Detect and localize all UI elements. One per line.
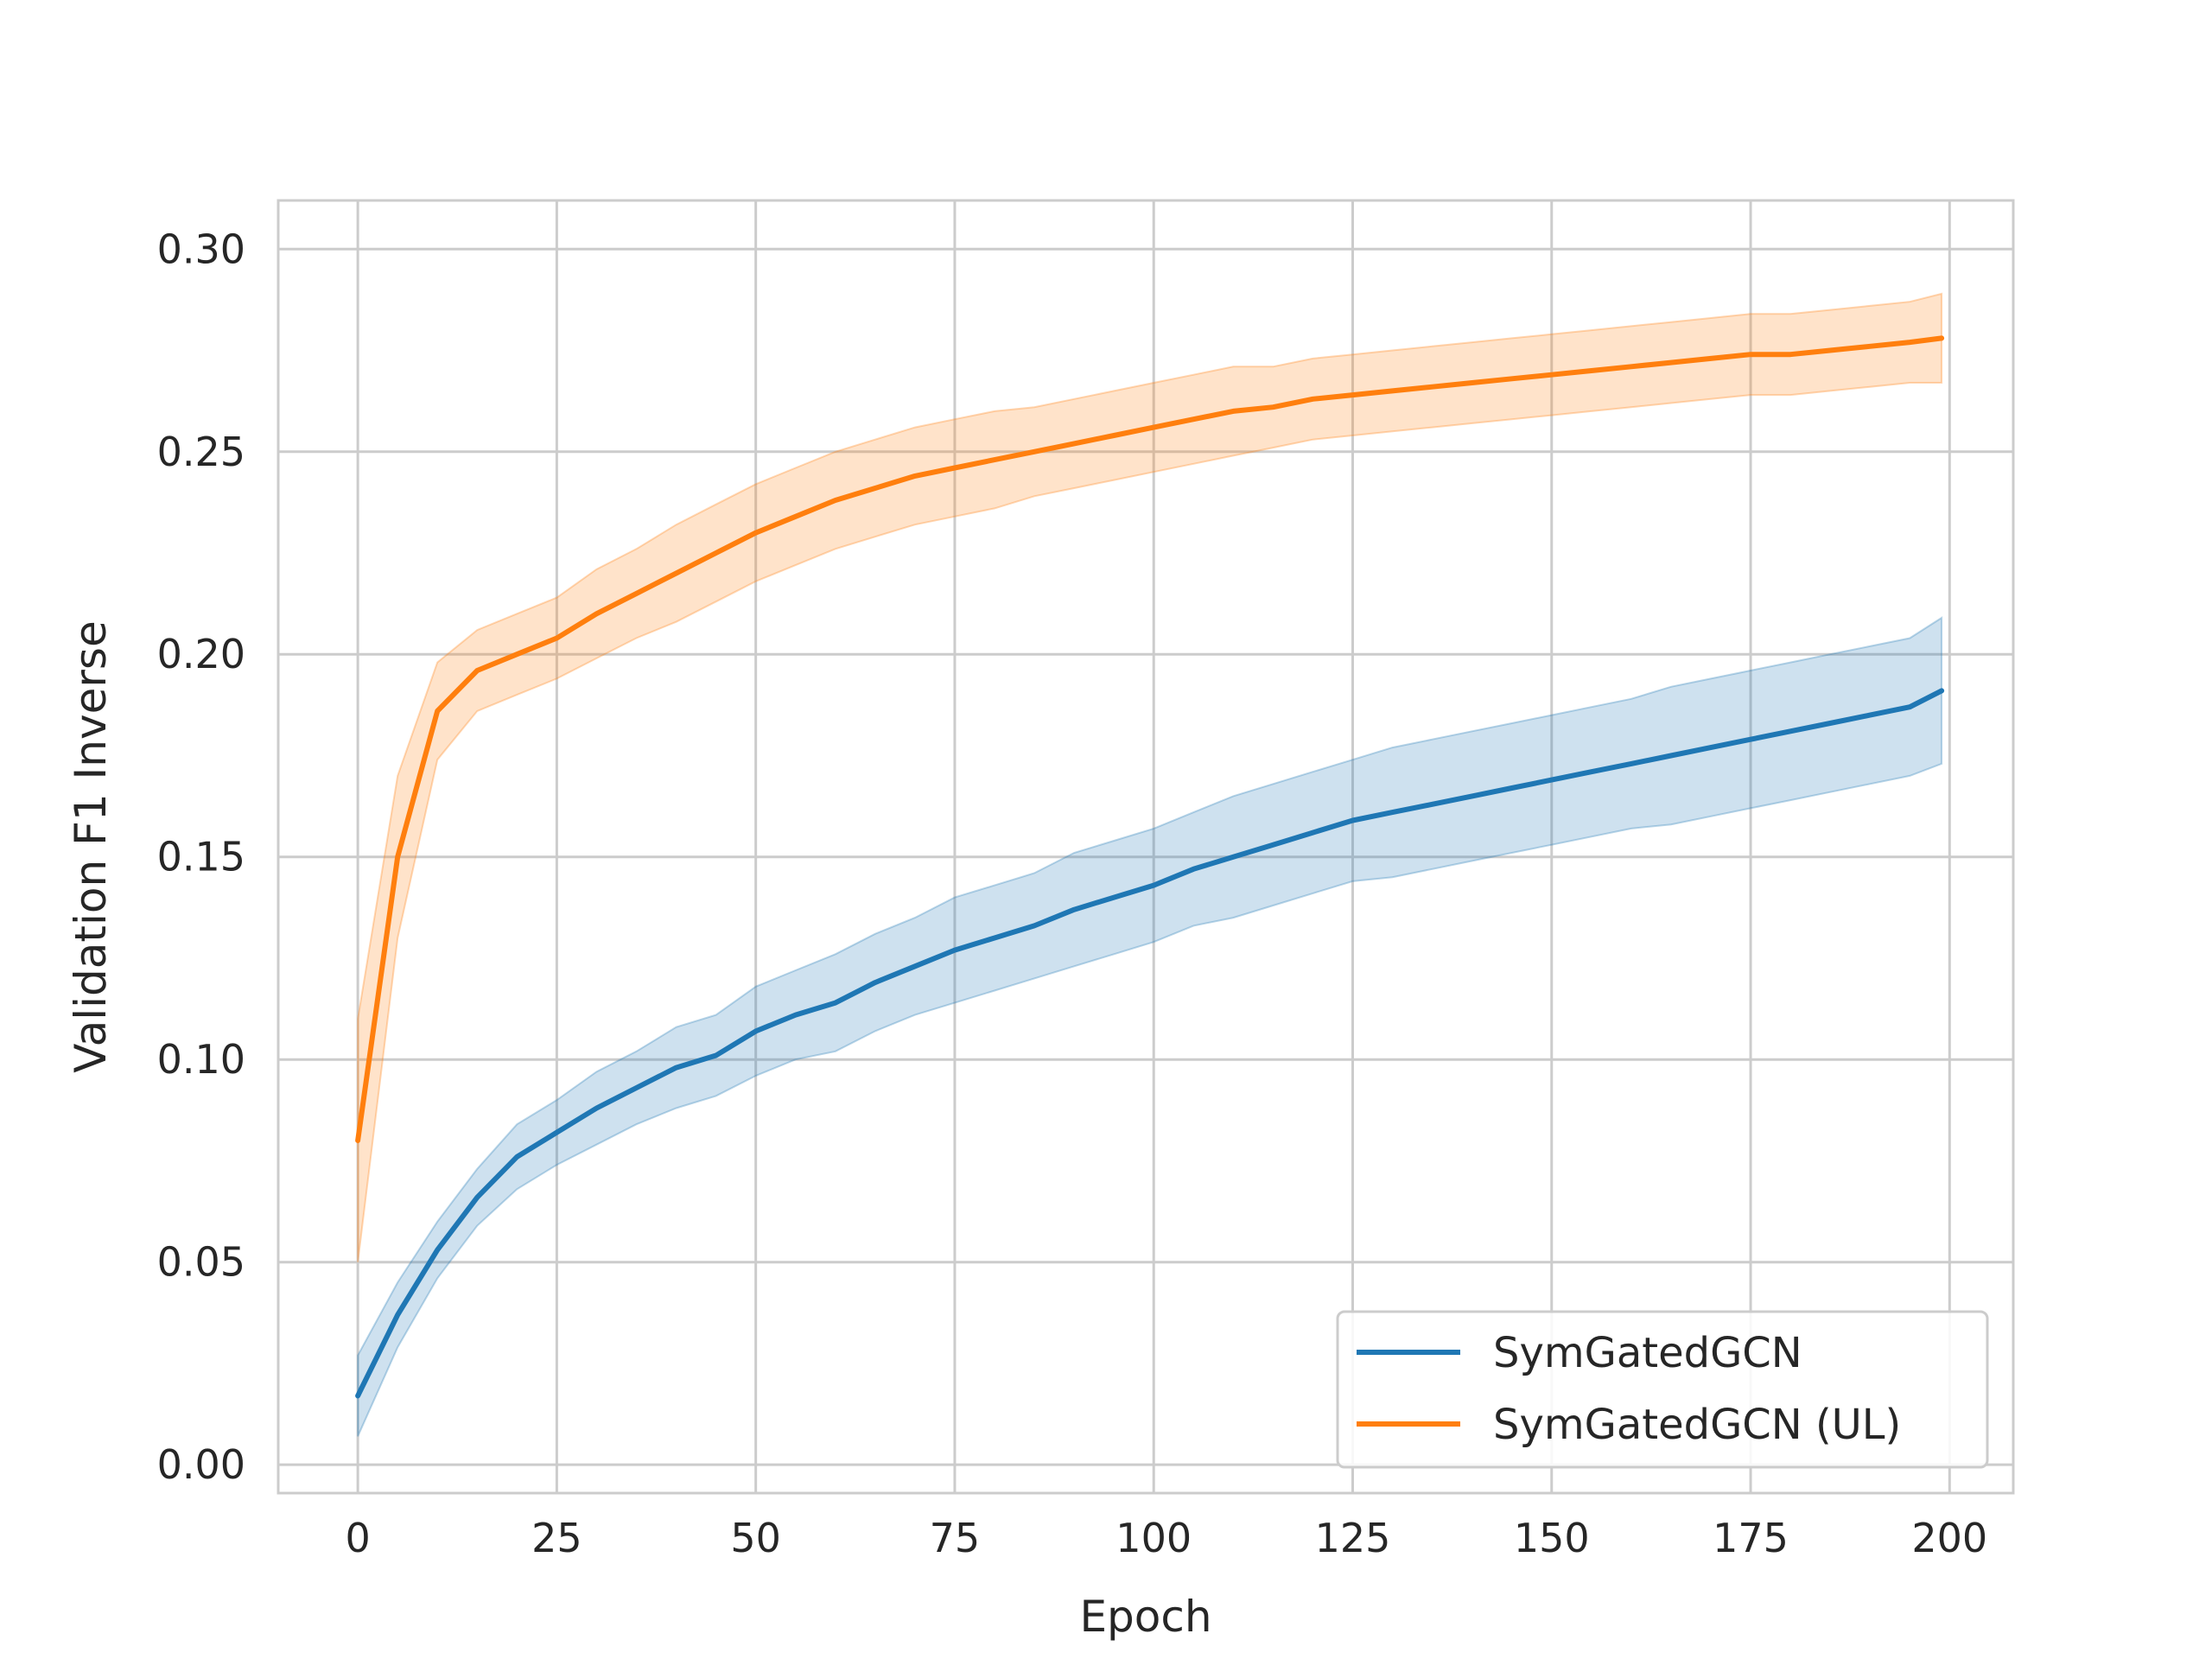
grid (278, 200, 2013, 1493)
series-line-symgatedgcn-ul (355, 335, 1945, 1143)
y-axis-label: Validation F1 Inverse (66, 620, 116, 1072)
series-line-symgatedgcn (355, 688, 1945, 1399)
legend-label-symgatedgcn-ul: SymGatedGCN (UL) (1493, 1401, 1901, 1449)
band-symgatedgcn (357, 616, 1943, 1437)
y-tick-label: 0.00 (157, 1441, 245, 1488)
x-tick-labels: 0 25 50 75 100 125 150 175 200 (345, 1515, 1987, 1561)
x-tick-label: 75 (930, 1515, 981, 1561)
legend-box (1336, 1310, 1989, 1469)
x-tick-label: 125 (1315, 1515, 1391, 1561)
x-axis-label: Epoch (1079, 1592, 1211, 1642)
y-tick-labels: 0.00 0.05 0.10 0.15 0.20 0.25 0.30 (157, 226, 245, 1488)
x-tick-label: 150 (1514, 1515, 1590, 1561)
y-tick-label: 0.15 (157, 834, 245, 880)
confidence-bands (357, 292, 1943, 1437)
x-tick-label: 200 (1911, 1515, 1987, 1561)
x-tick-label: 25 (531, 1515, 582, 1561)
y-tick-label: 0.05 (157, 1239, 245, 1286)
x-tick-label: 175 (1713, 1515, 1789, 1561)
x-tick-label: 50 (730, 1515, 781, 1561)
x-tick-label: 0 (345, 1515, 370, 1561)
y-tick-label: 0.10 (157, 1036, 245, 1083)
x-tick-label: 100 (1116, 1515, 1192, 1561)
legend: SymGatedGCN SymGatedGCN (UL) (1336, 1310, 1989, 1469)
y-tick-label: 0.20 (157, 631, 245, 677)
y-tick-label: 0.25 (157, 429, 245, 475)
y-tick-label: 0.30 (157, 226, 245, 272)
plot-frame (276, 199, 2015, 1495)
series-lines (355, 335, 1945, 1399)
legend-label-symgatedgcn: SymGatedGCN (1493, 1329, 1802, 1377)
